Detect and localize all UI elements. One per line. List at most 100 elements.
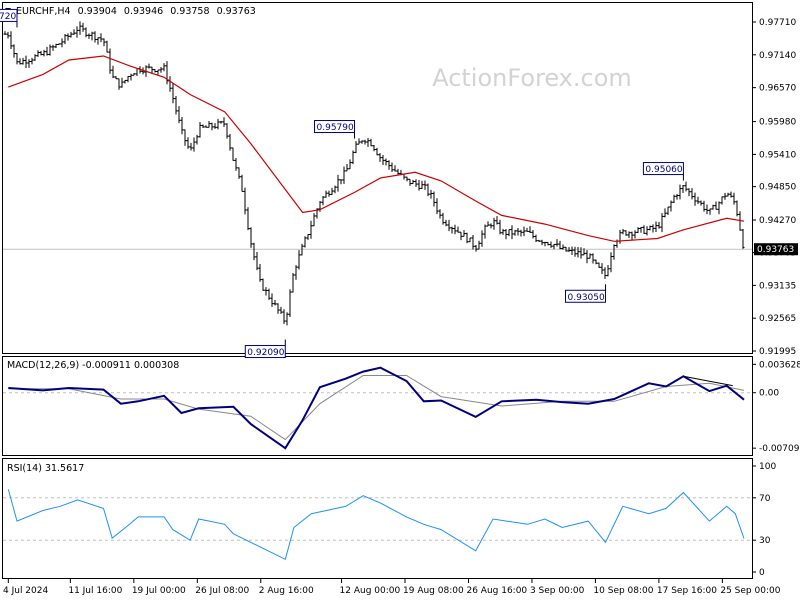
time-tick-label: 4 Jul 2024	[3, 586, 48, 596]
price-bar	[642, 225, 646, 234]
price-bar	[252, 242, 256, 261]
price-bar	[729, 191, 733, 198]
price-bar	[27, 59, 31, 68]
macd-label: MACD(12,26,9) -0.000911 0.000308	[7, 360, 179, 371]
price-bar	[630, 231, 634, 241]
annotation-label: 0.97720	[0, 12, 16, 22]
price-bar	[558, 240, 562, 250]
price-bar	[657, 221, 661, 229]
price-bar	[561, 244, 565, 250]
price-bar	[576, 247, 580, 258]
time-tick: 3 Sep 00:00	[530, 579, 585, 596]
price-bar	[444, 219, 448, 227]
price-tick: 0.97710	[752, 18, 796, 28]
price-bar	[258, 263, 262, 282]
price-tick: 0.95980	[752, 118, 796, 128]
annotation-label: 0.93050	[568, 293, 605, 303]
price-bar	[564, 246, 568, 252]
macd-tick: 0.003628	[752, 360, 800, 370]
price-bar	[465, 232, 469, 244]
price-bar	[84, 27, 88, 38]
price-bar	[639, 226, 643, 233]
rsi-tick-label: 70	[759, 494, 771, 504]
price-bar	[741, 228, 745, 249]
price-bar	[36, 50, 40, 57]
price-tick-label: 0.95980	[759, 118, 796, 128]
time-tick-label: 19 Jul 00:00	[132, 586, 186, 596]
price-bar	[492, 217, 496, 230]
price-bar	[453, 224, 457, 235]
price-bar	[327, 190, 331, 197]
price-tick: 0.96570	[752, 84, 796, 94]
price-bar	[354, 141, 358, 154]
price-bar	[612, 244, 616, 260]
rsi-levels	[3, 497, 752, 541]
price-bar	[687, 188, 691, 197]
price-bar	[198, 121, 202, 138]
price-bar	[702, 200, 706, 212]
close-value: 0.93763	[217, 6, 256, 17]
price-bar	[156, 69, 160, 75]
price-bar	[102, 38, 106, 47]
price-tick: 0.94850	[752, 183, 796, 193]
price-bar	[21, 57, 25, 65]
price-bar	[108, 48, 112, 74]
price-tick: 0.92565	[752, 314, 796, 324]
price-bar	[204, 125, 208, 128]
price-bar	[30, 57, 34, 65]
price-bar	[189, 142, 193, 151]
price-bar	[636, 227, 640, 234]
price-bar	[450, 226, 454, 234]
price-bar	[372, 144, 376, 152]
price-bar	[339, 179, 343, 185]
price-bar	[696, 196, 700, 205]
price-tick-label: 0.94270	[759, 216, 796, 226]
time-tick-label: 26 Aug 16:00	[466, 586, 527, 596]
price-bar	[654, 221, 658, 232]
price-bar	[519, 229, 523, 237]
price-bar	[114, 76, 118, 80]
price-bar	[591, 253, 595, 264]
price-bar	[504, 229, 508, 240]
price-bar	[669, 200, 673, 212]
price-bar	[675, 193, 679, 200]
price-bar	[390, 162, 394, 172]
annotation-label: 0.95790	[317, 123, 354, 133]
price-bar	[369, 138, 373, 147]
price-annotation: 0.93050	[565, 284, 607, 303]
price-bar	[609, 252, 613, 273]
rsi-tick-label: 0	[759, 568, 765, 578]
rsi-tick: 30	[752, 536, 771, 546]
time-tick: 25 Sep 00:00	[720, 579, 781, 596]
rsi-label: RSI(14) 31.5617	[7, 463, 84, 474]
price-bar	[255, 251, 259, 271]
time-tick-label: 10 Sep 08:00	[593, 586, 653, 596]
price-bar	[291, 273, 295, 293]
price-bar	[507, 229, 511, 237]
price-bar	[171, 83, 175, 104]
price-bar	[51, 44, 55, 51]
price-bar	[267, 288, 271, 300]
price-bar	[222, 117, 226, 127]
price-tick-label: 0.94850	[759, 183, 796, 193]
price-bar	[132, 73, 136, 76]
price-bar	[81, 22, 85, 32]
price-bar	[201, 124, 205, 128]
price-bar	[375, 147, 379, 156]
price-bar	[384, 158, 388, 166]
time-tick: 11 Jul 16:00	[68, 579, 123, 596]
current-price-tag: 0.93763	[754, 243, 798, 256]
price-bar	[594, 259, 598, 265]
price-bar	[264, 287, 268, 296]
price-bar	[33, 54, 37, 61]
price-bar	[297, 250, 301, 270]
price-bar	[621, 229, 625, 235]
price-bar	[732, 192, 736, 205]
price-bar	[333, 185, 337, 194]
price-bar	[96, 37, 100, 45]
price-bar	[174, 96, 178, 115]
price-bar	[489, 223, 493, 229]
price-bar	[75, 26, 79, 38]
price-bar	[471, 235, 475, 250]
